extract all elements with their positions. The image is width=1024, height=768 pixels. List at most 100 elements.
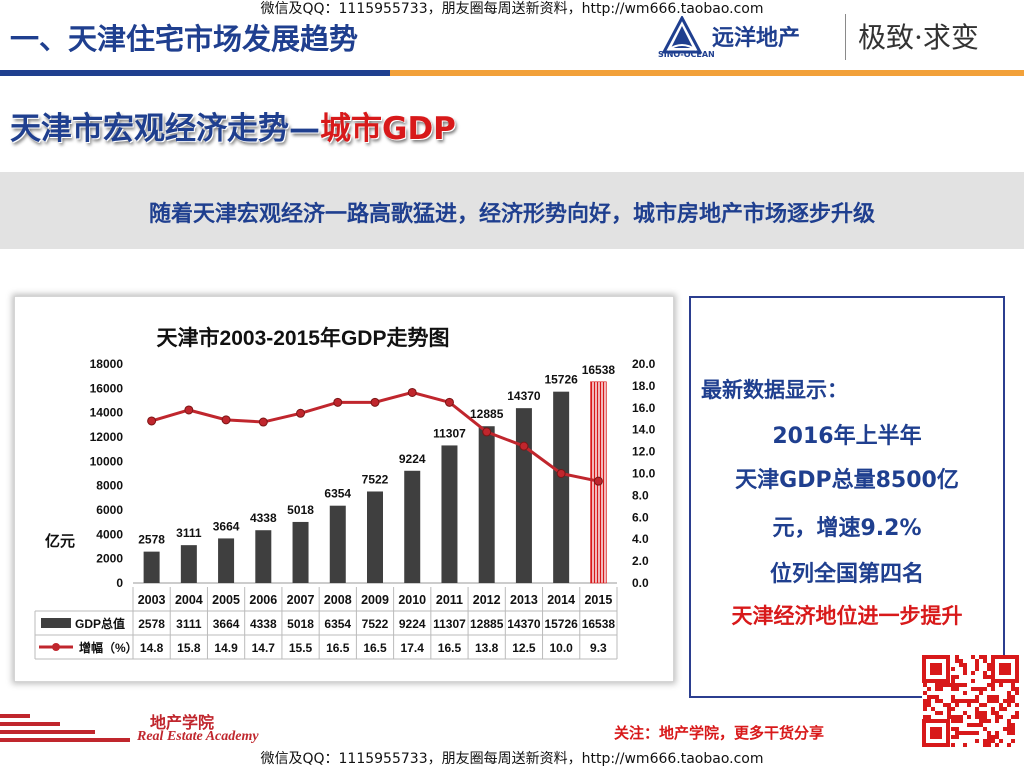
- qr-module: [983, 711, 987, 715]
- qr-module: [987, 739, 991, 743]
- qr-module: [979, 687, 983, 691]
- qr-module: [1011, 731, 1015, 735]
- y-axis-tick-label: 12000: [90, 430, 124, 444]
- qr-module: [995, 695, 999, 699]
- qr-module: [971, 679, 975, 683]
- qr-module: [955, 727, 959, 731]
- qr-module: [975, 659, 979, 663]
- table-gdp-value: 7522: [362, 617, 389, 631]
- qr-module: [983, 659, 987, 663]
- qr-module: [991, 695, 995, 699]
- qr-module: [995, 715, 999, 719]
- table-growth-value: 13.8: [475, 641, 499, 655]
- table-growth-value: 14.9: [214, 641, 238, 655]
- qr-module: [1015, 711, 1019, 715]
- qr-module: [927, 703, 931, 707]
- gdp-bar-value-label: 4338: [250, 511, 277, 525]
- qr-module: [975, 687, 979, 691]
- qr-module: [927, 695, 931, 699]
- qr-module: [971, 655, 975, 659]
- watermark-top: 微信及QQ：1115955733，朋友圈每周送新资料，http://wm666.…: [260, 1, 764, 17]
- qr-module: [983, 727, 987, 731]
- qr-module: [967, 715, 971, 719]
- gdp-bar-value-label: 12885: [470, 407, 504, 421]
- qr-module: [983, 671, 987, 675]
- qr-module: [959, 699, 963, 703]
- gdp-bar-value-label: 5018: [287, 503, 314, 517]
- qr-module: [979, 703, 983, 707]
- gdp-bar: [478, 426, 495, 583]
- x-axis-tick-label: 2009: [361, 593, 389, 607]
- qr-module: [967, 699, 971, 703]
- qr-module: [963, 731, 967, 735]
- qr-module: [1015, 687, 1019, 691]
- y2-axis-tick-label: 0.0: [632, 576, 649, 590]
- qr-module: [971, 671, 975, 675]
- table-gdp-value: 9224: [399, 617, 426, 631]
- info-box: 最新数据显示： 2016年上半年 天津GDP总量8500亿 元，增速9.2% 位…: [689, 296, 1005, 698]
- gdp-bar: [515, 408, 532, 583]
- x-axis-tick-label: 2011: [436, 593, 463, 607]
- x-axis-tick-label: 2012: [473, 593, 501, 607]
- qr-module: [963, 671, 967, 675]
- qr-module: [951, 735, 955, 739]
- table-growth-value: 10.0: [549, 641, 573, 655]
- qr-module: [959, 663, 963, 667]
- qr-module: [983, 675, 987, 679]
- table-growth-value: 9.3: [590, 641, 607, 655]
- gdp-bar: [441, 445, 458, 583]
- legend-label-gdp: GDP总值: [75, 616, 125, 631]
- academy-stripes-icon: [0, 714, 130, 742]
- x-axis-tick-label: 2007: [287, 593, 315, 607]
- chart-title: 天津市2003-2015年GDP走势图: [157, 326, 450, 350]
- qr-module: [931, 707, 935, 711]
- qr-module: [987, 667, 991, 671]
- qr-module: [1007, 691, 1011, 695]
- table-growth-value: 15.8: [177, 641, 201, 655]
- info-line-gdp: 天津GDP总量8500亿: [735, 468, 959, 493]
- qr-module: [971, 699, 975, 703]
- growth-rate-point: [221, 415, 231, 425]
- table-gdp-value: 5018: [287, 617, 314, 631]
- qr-module: [963, 699, 967, 703]
- qr-module: [983, 655, 987, 659]
- qr-module: [975, 731, 979, 735]
- qr-module: [979, 715, 983, 719]
- info-heading: 最新数据显示：: [701, 378, 848, 402]
- legend-line-marker: [52, 643, 60, 651]
- qr-module: [987, 675, 991, 679]
- qr-module: [1003, 707, 1007, 711]
- qr-module: [1007, 723, 1011, 727]
- gdp-bar-value-label: 11307: [433, 426, 466, 440]
- page-title: 一、天津住宅市场发展趋势: [10, 22, 359, 56]
- qr-module: [1011, 687, 1015, 691]
- qr-module: [979, 691, 983, 695]
- gdp-bar: [367, 491, 383, 583]
- qr-module: [979, 719, 983, 723]
- qr-module: [963, 691, 967, 695]
- qr-module: [983, 719, 987, 723]
- qr-module: [959, 715, 963, 719]
- y2-axis-tick-label: 14.0: [632, 423, 656, 437]
- gdp-bar: [329, 505, 346, 583]
- qr-module: [939, 687, 943, 691]
- summary-banner: 随着天津宏观经济一路高歌猛进，经济形势向好，城市房地产市场逐步升级: [0, 172, 1024, 249]
- table-gdp-value: 3111: [176, 617, 202, 631]
- table-growth-value: 16.5: [326, 641, 350, 655]
- qr-module: [999, 683, 1003, 687]
- qr-module: [923, 715, 927, 719]
- growth-rate-point: [593, 476, 603, 486]
- growth-rate-point: [147, 416, 157, 426]
- gdp-bar-value-label: 7522: [362, 472, 389, 486]
- y2-axis-tick-label: 16.0: [632, 401, 656, 415]
- academy-logo: 地产学院 Real Estate Academy: [0, 708, 259, 750]
- qr-module: [995, 743, 999, 747]
- table-growth-value: 17.4: [401, 641, 425, 655]
- qr-module: [963, 663, 967, 667]
- logo-divider: [845, 14, 846, 60]
- qr-module: [1015, 691, 1019, 695]
- qr-module: [983, 703, 987, 707]
- qr-module: [947, 683, 951, 687]
- qr-module: [975, 667, 979, 671]
- qr-module: [983, 743, 987, 747]
